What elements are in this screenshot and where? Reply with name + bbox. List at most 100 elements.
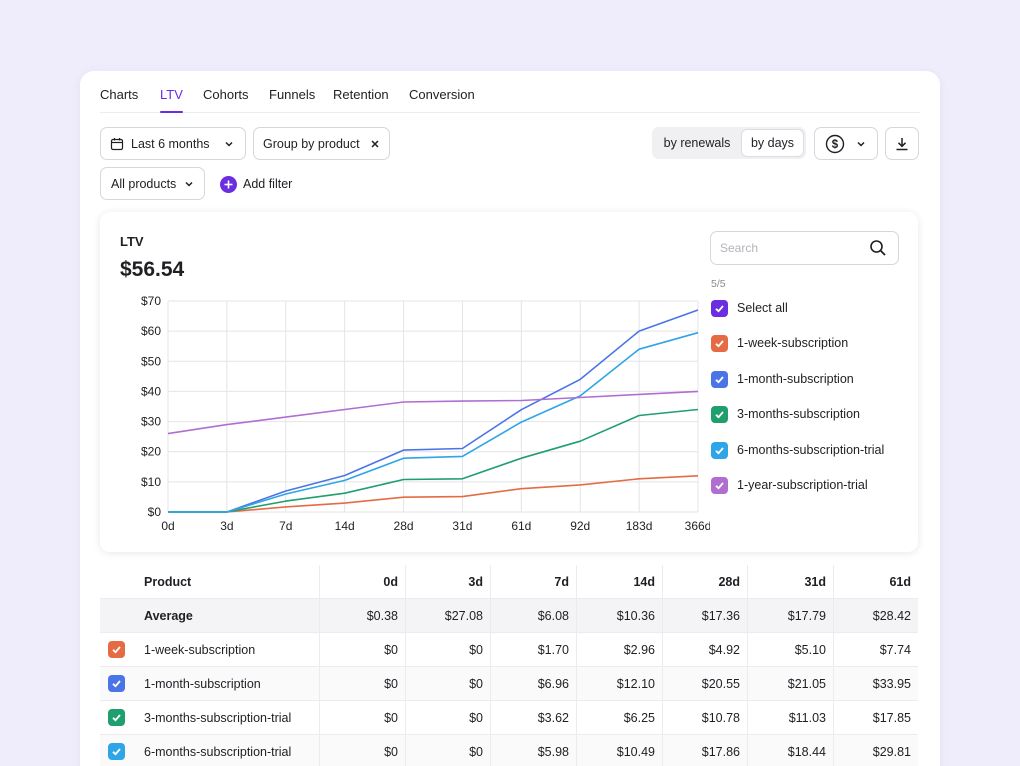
series-line-1-week-subscription <box>168 475 699 513</box>
row-label: 3-months-subscription-trial <box>144 711 292 725</box>
column-header: 28d <box>662 565 747 599</box>
download-button[interactable] <box>885 127 919 160</box>
checkbox-checked-icon <box>711 370 728 388</box>
row-label: 6-months-subscription-trial <box>144 745 292 759</box>
checkbox-checked-icon <box>711 334 728 352</box>
date-range-dropdown[interactable]: Last 6 months <box>100 127 246 160</box>
row-checkbox[interactable] <box>108 743 125 760</box>
checkmark-icon <box>112 680 121 688</box>
selection-count: 5/5 <box>711 278 726 290</box>
chevron-down-icon <box>185 181 193 187</box>
table-cell: $0 <box>405 701 490 735</box>
y-tick-label: $10 <box>141 475 161 489</box>
view-toggle: by renewals by days <box>652 127 806 159</box>
legend-label: 3-months-subscription <box>737 407 860 421</box>
table-header-row: Product 0d 3d 7d 14d 28d 31d 61d <box>100 565 918 599</box>
column-header: 14d <box>576 565 662 599</box>
row-checkbox[interactable] <box>108 709 125 726</box>
table-cell: $2.96 <box>576 633 662 667</box>
table-cell: $5.10 <box>747 633 833 667</box>
checkbox-checked-icon <box>711 405 728 423</box>
toggle-by-renewals[interactable]: by renewals <box>663 136 731 150</box>
legend-item-3-months-subscription[interactable]: 3-months-subscription <box>711 404 860 424</box>
legend-label: 1-month-subscription <box>737 372 854 386</box>
checkbox-checked-icon <box>711 476 728 494</box>
tab-funnels[interactable]: Funnels <box>269 87 316 102</box>
column-header: 61d <box>833 565 918 599</box>
legend-item-1-year-subscription-trial[interactable]: 1-year-subscription-trial <box>711 475 868 495</box>
tab-ltv[interactable]: LTV <box>160 87 183 113</box>
x-tick-label: 183d <box>626 519 653 533</box>
table-cell: $0 <box>319 735 405 766</box>
row-checkbox[interactable] <box>108 641 125 658</box>
toggle-by-days[interactable]: by days <box>741 129 804 157</box>
table-cell: $20.55 <box>662 667 747 701</box>
legend-item-6-months-subscription-trial[interactable]: 6-months-subscription-trial <box>711 440 884 460</box>
table-cell: $33.95 <box>833 667 918 701</box>
add-filter-button[interactable]: Add filter <box>220 175 292 193</box>
calendar-icon <box>110 137 124 150</box>
table-cell: $0 <box>405 735 490 766</box>
panel-title: LTV <box>120 234 144 249</box>
table-cell: $17.79 <box>747 599 833 633</box>
search-icon[interactable] <box>869 239 887 257</box>
currency-dropdown[interactable]: $ <box>814 127 878 160</box>
row-checkbox[interactable] <box>108 675 125 692</box>
table-cell: $11.03 <box>747 701 833 735</box>
legend-label: 6-months-subscription-trial <box>737 443 885 457</box>
column-header: 31d <box>747 565 833 599</box>
table-row[interactable]: 3-months-subscription-trial $0 $0 $3.62 $6.2… <box>100 701 918 735</box>
y-tick-label: $50 <box>141 354 161 368</box>
dollar-circle-icon: $ <box>825 134 845 153</box>
checkmark-icon <box>112 748 121 756</box>
table-cell: $1.70 <box>490 633 576 667</box>
column-header: Product <box>144 575 192 589</box>
svg-text:$: $ <box>832 139 839 151</box>
download-icon <box>896 137 908 150</box>
select-all-checkbox[interactable]: Select all <box>711 298 788 318</box>
tab-conversion[interactable]: Conversion <box>409 87 475 102</box>
series-line-6-months-subscription-trial <box>168 331 699 513</box>
x-tick-label: 0d <box>161 519 174 533</box>
search-input[interactable] <box>710 231 899 265</box>
table-cell: $7.74 <box>833 633 918 667</box>
table-cell: $0 <box>405 667 490 701</box>
column-header: 0d <box>319 565 405 599</box>
tab-charts[interactable]: Charts <box>100 87 139 102</box>
table-cell: $21.05 <box>747 667 833 701</box>
date-range-label: Last 6 months <box>131 136 210 151</box>
ltv-total-value: $56.54 <box>120 258 185 281</box>
y-tick-label: $20 <box>141 445 161 459</box>
table-cell: $0.38 <box>319 599 405 633</box>
table-cell: $4.92 <box>662 633 747 667</box>
chevron-down-icon <box>857 141 865 147</box>
checkbox-checked-icon <box>711 441 728 459</box>
table-cell: $27.08 <box>405 599 490 633</box>
x-tick-label: 366d <box>685 519 710 533</box>
table-cell: $17.85 <box>833 701 918 735</box>
table-cell: $28.42 <box>833 599 918 633</box>
table-cell: $0 <box>405 633 490 667</box>
y-tick-label: $0 <box>148 505 162 519</box>
x-tick-label: 14d <box>335 519 355 533</box>
table-cell: $6.08 <box>490 599 576 633</box>
products-dropdown[interactable]: All products <box>100 167 205 200</box>
table-cell: $0 <box>319 701 405 735</box>
y-tick-label: $30 <box>141 415 161 429</box>
legend-item-1-month-subscription[interactable]: 1-month-subscription <box>711 369 854 389</box>
table-row[interactable]: 6-months-subscription-trial $0 $0 $5.98 $10.… <box>100 735 918 766</box>
table-cell: $5.98 <box>490 735 576 766</box>
table-cell: $6.25 <box>576 701 662 735</box>
group-by-chip[interactable]: Group by product <box>253 127 390 160</box>
close-icon[interactable] <box>371 139 379 148</box>
table-row[interactable]: 1-week-subscription $0 $0 $1.70 $2.96 $4.92 $5… <box>100 633 918 667</box>
tab-retention[interactable]: Retention <box>333 87 389 102</box>
table-row[interactable]: 1-month-subscription $0 $0 $6.96 $12.10 $20.5… <box>100 667 918 701</box>
legend-item-1-week-subscription[interactable]: 1-week-subscription <box>711 333 848 353</box>
tab-cohorts[interactable]: Cohorts <box>203 87 249 102</box>
select-all-label: Select all <box>737 301 788 315</box>
table-row-average: Average $0.38 $27.08 $6.08 $10.36 $17.36 $17.7… <box>100 599 918 633</box>
x-tick-label: 31d <box>452 519 472 533</box>
legend-label: 1-week-subscription <box>737 336 849 350</box>
checkmark-icon <box>112 646 121 654</box>
